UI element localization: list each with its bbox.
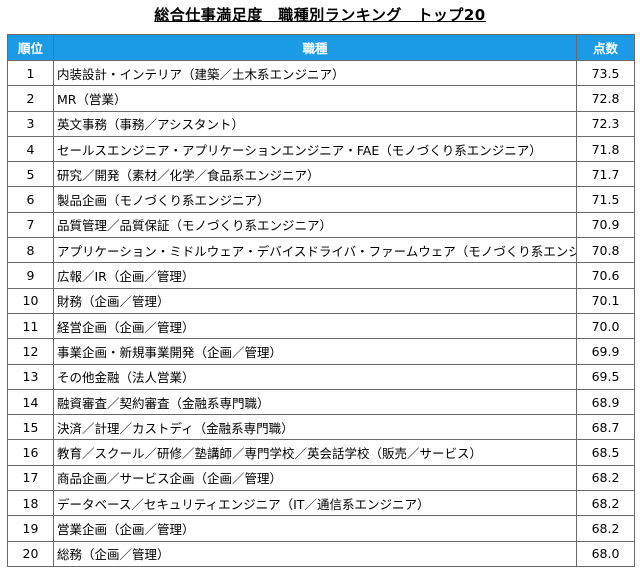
rank-cell: 7 xyxy=(7,211,54,239)
table-row: 13 その他金融（法人営業） 69.5 xyxy=(7,363,635,390)
job-cell: 教育／スクール／研修／塾講師／専門学校／英会話学校（販売／サービス） xyxy=(53,439,577,466)
job-cell: 経営企画（企画／管理） xyxy=(53,312,577,340)
score-cell: 68.2 xyxy=(576,490,635,517)
table-row: 17 商品企画／サービス企画（企画／管理） 68.2 xyxy=(7,464,635,492)
job-cell: データベース／セキュリティエンジニア（IT／通信系エンジニア） xyxy=(53,490,577,517)
rank-cell: 5 xyxy=(7,161,54,188)
job-cell: 内装設計・インテリア（建築／土木系エンジニア） xyxy=(53,59,577,87)
rank-cell: 13 xyxy=(7,363,54,390)
score-cell: 68.2 xyxy=(576,464,635,492)
table-row: 3 英文事務（事務／アシスタント） 72.3 xyxy=(7,110,635,137)
page-title: 総合仕事満足度 職種別ランキング トップ20 xyxy=(0,4,640,26)
ranking-table: 順位 職種 点数 1 内装設計・インテリア（建築／土木系エンジニア） 73.5 2 MR… xyxy=(7,34,635,567)
job-cell: 財務（企画／管理） xyxy=(53,287,577,314)
score-cell: 69.5 xyxy=(576,363,635,390)
table-row: 1 内装設計・インテリア（建築／土木系エンジニア） 73.5 xyxy=(7,59,635,87)
job-cell: その他金融（法人営業） xyxy=(53,363,577,390)
rank-cell: 18 xyxy=(7,490,54,517)
rank-cell: 19 xyxy=(7,515,54,542)
score-cell: 70.8 xyxy=(576,237,635,264)
score-cell: 68.0 xyxy=(576,540,635,567)
header-rank: 順位 xyxy=(7,34,54,61)
job-cell: 営業企画（企画／管理） xyxy=(53,515,577,542)
rank-cell: 2 xyxy=(7,85,54,112)
rank-cell: 3 xyxy=(7,110,54,137)
score-cell: 70.6 xyxy=(576,262,635,289)
rank-cell: 17 xyxy=(7,464,54,492)
rank-cell: 4 xyxy=(7,135,54,163)
job-cell: セールスエンジニア・アプリケーションエンジニア・FAE（モノづくり系エンジニア） xyxy=(53,135,577,163)
table-row: 20 総務（企画／管理） 68.0 xyxy=(7,540,635,567)
job-cell: 研究／開発（素材／化学／食品系エンジニア） xyxy=(53,161,577,188)
table-row: 12 事業企画・新規事業開発（企画／管理） 69.9 xyxy=(7,338,635,365)
score-cell: 70.1 xyxy=(576,287,635,314)
table-row: 16 教育／スクール／研修／塾講師／専門学校／英会話学校（販売／サービス） 68.5 xyxy=(7,439,635,466)
job-cell: 英文事務（事務／アシスタント） xyxy=(53,110,577,137)
table-row: 11 経営企画（企画／管理） 70.0 xyxy=(7,312,635,340)
score-cell: 71.5 xyxy=(576,186,635,213)
rank-cell: 10 xyxy=(7,287,54,314)
table-row: 14 融資審査／契約審査（金融系専門職） 68.9 xyxy=(7,388,635,416)
table-row: 2 MR（営業） 72.8 xyxy=(7,85,635,112)
rank-cell: 12 xyxy=(7,338,54,365)
rank-cell: 20 xyxy=(7,540,54,567)
table-row: 15 決済／計理／カストディ（金融系専門職） 68.7 xyxy=(7,414,635,441)
score-cell: 70.9 xyxy=(576,211,635,239)
job-cell: アプリケーション・ミドルウェア・デバイスドライバ・ファームウェア（モノづくり系エ… xyxy=(53,237,577,264)
rank-cell: 1 xyxy=(7,59,54,87)
rank-cell: 11 xyxy=(7,312,54,340)
header-job: 職種 xyxy=(53,34,577,61)
job-cell: 総務（企画／管理） xyxy=(53,540,577,567)
table-body: 1 内装設計・インテリア（建築／土木系エンジニア） 73.5 2 MR（営業） 72.8 3… xyxy=(7,59,635,567)
score-cell: 72.8 xyxy=(576,85,635,112)
header-score: 点数 xyxy=(576,34,635,61)
rank-cell: 14 xyxy=(7,388,54,416)
score-cell: 69.9 xyxy=(576,338,635,365)
score-cell: 68.9 xyxy=(576,388,635,416)
job-cell: 商品企画／サービス企画（企画／管理） xyxy=(53,464,577,492)
table-row: 8 アプリケーション・ミドルウェア・デバイスドライバ・ファームウェア（モノづくり系… xyxy=(7,237,635,264)
rank-cell: 15 xyxy=(7,414,54,441)
score-cell: 71.7 xyxy=(576,161,635,188)
job-cell: MR（営業） xyxy=(53,85,577,112)
table-row: 6 製品企画（モノづくり系エンジニア） 71.5 xyxy=(7,186,635,213)
job-cell: 融資審査／契約審査（金融系専門職） xyxy=(53,388,577,416)
score-cell: 73.5 xyxy=(576,59,635,87)
score-cell: 68.5 xyxy=(576,439,635,466)
score-cell: 68.7 xyxy=(576,414,635,441)
job-cell: 事業企画・新規事業開発（企画／管理） xyxy=(53,338,577,365)
table-row: 10 財務（企画／管理） 70.1 xyxy=(7,287,635,314)
table-row: 18 データベース／セキュリティエンジニア（IT／通信系エンジニア） 68.2 xyxy=(7,490,635,517)
rank-cell: 6 xyxy=(7,186,54,213)
job-cell: 製品企画（モノづくり系エンジニア） xyxy=(53,186,577,213)
page-title-text: 総合仕事満足度 職種別ランキング トップ20 xyxy=(154,6,486,24)
table-header-row: 順位 職種 点数 xyxy=(7,34,635,61)
job-cell: 決済／計理／カストディ（金融系専門職） xyxy=(53,414,577,441)
table-row: 5 研究／開発（素材／化学／食品系エンジニア） 71.7 xyxy=(7,161,635,188)
score-cell: 70.0 xyxy=(576,312,635,340)
score-cell: 68.2 xyxy=(576,515,635,542)
rank-cell: 8 xyxy=(7,237,54,264)
table-row: 19 営業企画（企画／管理） 68.2 xyxy=(7,515,635,542)
score-cell: 71.8 xyxy=(576,135,635,163)
job-cell: 品質管理／品質保証（モノづくり系エンジニア） xyxy=(53,211,577,239)
rank-cell: 16 xyxy=(7,439,54,466)
table-row: 4 セールスエンジニア・アプリケーションエンジニア・FAE（モノづくり系エンジニア… xyxy=(7,135,635,163)
rank-cell: 9 xyxy=(7,262,54,289)
score-cell: 72.3 xyxy=(576,110,635,137)
table-row: 7 品質管理／品質保証（モノづくり系エンジニア） 70.9 xyxy=(7,211,635,239)
table-row: 9 広報／IR（企画／管理） 70.6 xyxy=(7,262,635,289)
job-cell: 広報／IR（企画／管理） xyxy=(53,262,577,289)
